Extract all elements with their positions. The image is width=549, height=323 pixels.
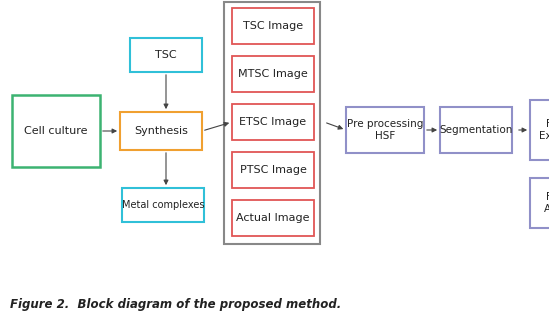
- Text: TSC Image: TSC Image: [243, 21, 303, 31]
- Text: MTSC Image: MTSC Image: [238, 69, 308, 79]
- Bar: [232, 8, 314, 44]
- Bar: [12, 95, 100, 167]
- Bar: [346, 107, 424, 153]
- Bar: [530, 178, 549, 228]
- Text: Feature
Analysis: Feature Analysis: [545, 192, 549, 214]
- Bar: [232, 152, 314, 188]
- Text: ETSC Image: ETSC Image: [239, 117, 306, 127]
- Text: Figure 2.  Block diagram of the proposed method.: Figure 2. Block diagram of the proposed …: [10, 298, 341, 311]
- Text: Segmentation: Segmentation: [439, 125, 513, 135]
- Bar: [530, 100, 549, 160]
- Text: PTSC Image: PTSC Image: [239, 165, 306, 175]
- Bar: [232, 104, 314, 140]
- Text: Synthesis: Synthesis: [134, 126, 188, 136]
- Text: Metal complexes: Metal complexes: [122, 200, 204, 210]
- Text: Feature
Extraction: Feature Extraction: [539, 119, 549, 141]
- Bar: [440, 107, 512, 153]
- Bar: [130, 38, 202, 72]
- Bar: [122, 188, 204, 222]
- Text: Pre processing
HSF: Pre processing HSF: [347, 119, 423, 141]
- Text: Cell culture: Cell culture: [24, 126, 88, 136]
- Bar: [120, 112, 202, 150]
- Bar: [232, 56, 314, 92]
- Bar: [224, 2, 320, 244]
- Bar: [232, 200, 314, 236]
- Text: Actual Image: Actual Image: [236, 213, 310, 223]
- Text: TSC: TSC: [155, 50, 177, 60]
